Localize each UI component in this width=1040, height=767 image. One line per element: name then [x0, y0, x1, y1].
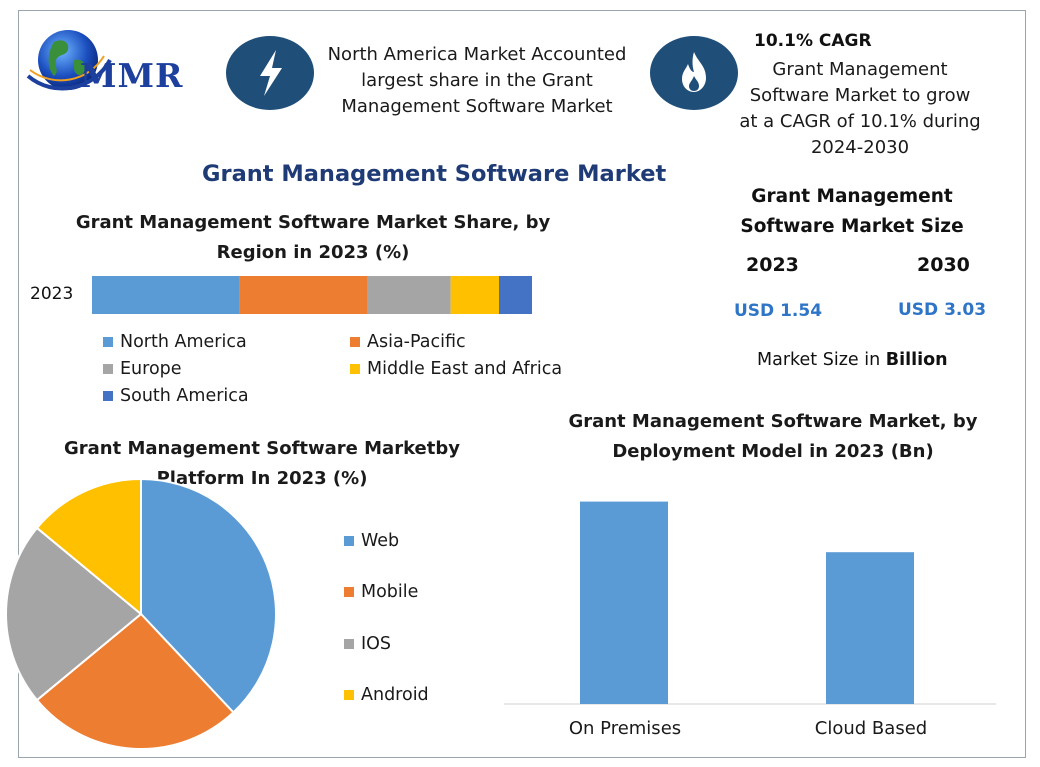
- cagr-title: 10.1% CAGR: [754, 31, 872, 51]
- region-segment-middle-east-and-africa: [450, 276, 499, 314]
- region-segment-asia-pacific: [239, 276, 367, 314]
- pie-slice-web: [140, 477, 277, 714]
- year-2030: 2030: [917, 254, 970, 276]
- legend-ios: IOS: [344, 630, 391, 657]
- pie-slice-android: [35, 477, 142, 617]
- mmr-logo: MMR: [10, 10, 210, 100]
- legend-europe: Europe: [103, 355, 182, 382]
- region-segment-south-america: [499, 276, 532, 314]
- infographic-frame: [18, 10, 1026, 758]
- platform-legend: Web Mobile IOS Android: [344, 527, 474, 717]
- legend-middle-east-africa: Middle East and Africa: [350, 355, 562, 382]
- logo-text: MMR: [80, 56, 184, 95]
- x-label-cloud-based: Cloud Based: [814, 718, 928, 739]
- cagr-text: Grant Management Software Market to grow…: [739, 59, 981, 158]
- legend-north-america: North America: [103, 328, 247, 355]
- platform-pie-chart: [5, 477, 277, 750]
- value-2030: USD 3.03: [898, 300, 987, 320]
- x-label-on-premises: On Premises: [568, 718, 682, 739]
- legend-mobile: Mobile: [344, 578, 418, 605]
- legend-south-america: South America: [103, 382, 249, 409]
- pie-slice-mobile: [35, 612, 235, 750]
- year-2023: 2023: [746, 254, 799, 276]
- deployment-chart-title: Grant Management Software Market, by Dep…: [568, 411, 978, 462]
- legend-asia-pacific: Asia-Pacific: [350, 328, 466, 355]
- bar-cloud-based: [826, 552, 914, 704]
- value-2023: USD 1.54: [734, 301, 823, 321]
- region-segment-europe: [367, 276, 451, 314]
- platform-chart-title: Grant Management Software Marketby Platf…: [64, 438, 460, 489]
- globe-icon: [26, 30, 112, 91]
- legend-web: Web: [344, 527, 399, 554]
- flame-icon: [650, 36, 738, 110]
- deployment-bar-chart: [504, 501, 996, 705]
- region-segment-north-america: [92, 276, 240, 314]
- lightning-icon: [226, 36, 314, 110]
- market-size-unit: Market Size in Billion: [757, 350, 948, 370]
- north-america-highlight: North America Market Accounted largest s…: [327, 44, 627, 117]
- legend-android: Android: [344, 681, 429, 708]
- market-size-title: Grant Management Software Market Size: [740, 186, 964, 237]
- region-legend: North America Asia-Pacific Europe Middle…: [103, 328, 583, 412]
- region-chart-title: Grant Management Software Market Share, …: [75, 212, 551, 263]
- region-stacked-bar-chart: [92, 276, 532, 314]
- pie-slice-ios: [5, 526, 143, 702]
- main-title: Grant Management Software Market: [202, 161, 667, 187]
- region-category-label: 2023: [30, 284, 74, 304]
- bar-on-premises: [580, 501, 668, 704]
